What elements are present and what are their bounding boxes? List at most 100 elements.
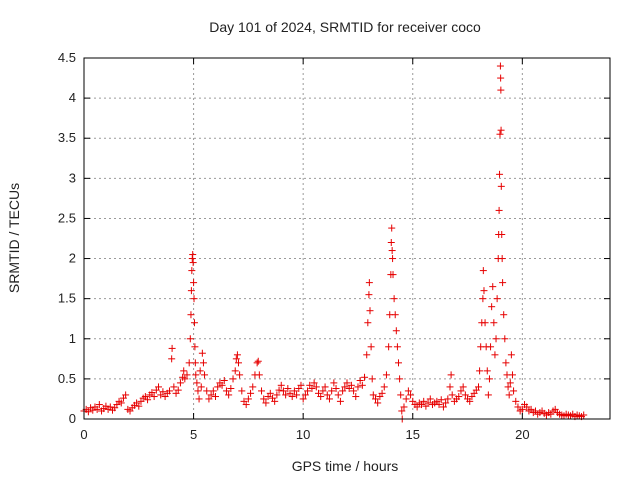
data-point: [277, 381, 285, 389]
data-point: [512, 397, 520, 405]
axis-ticks: 0 0.5 1 1.5 2 2.5 3 3.5 4 4.5 0 5 10 15 20: [58, 50, 610, 442]
data-point: [180, 367, 188, 375]
data-point: [135, 402, 143, 410]
data-point: [181, 375, 189, 383]
data-point: [254, 357, 262, 365]
data-point: [444, 395, 452, 403]
data-point: [190, 295, 198, 303]
data-point: [500, 311, 508, 319]
data-point: [435, 401, 443, 409]
data-point: [388, 247, 396, 255]
data-point: [498, 255, 506, 263]
data-point: [485, 375, 493, 383]
data-point: [358, 381, 366, 389]
data-point: [475, 383, 482, 391]
data-point: [93, 405, 101, 413]
data-point: [191, 343, 199, 351]
data-point: [222, 387, 230, 395]
data-point: [369, 391, 377, 399]
data-point: [218, 381, 226, 389]
data-point: [367, 343, 375, 351]
data-point: [301, 391, 309, 399]
data-point: [382, 371, 390, 379]
x-tick-label: 20: [515, 427, 529, 442]
data-point: [323, 391, 331, 399]
data-point: [480, 287, 488, 295]
data-point: [273, 391, 281, 399]
data-point: [193, 379, 201, 387]
data-point: [371, 395, 379, 403]
data-point: [297, 381, 305, 389]
data-point: [424, 399, 432, 407]
data-point: [499, 279, 507, 287]
data-point: [168, 355, 176, 363]
x-tick-label: 0: [80, 427, 87, 442]
data-point: [290, 387, 298, 395]
data-point: [489, 283, 497, 291]
data-point: [319, 387, 327, 395]
data-point: [339, 387, 347, 395]
data-point: [214, 383, 222, 391]
data-point: [84, 408, 92, 416]
data-point: [196, 367, 204, 375]
data-point: [487, 343, 495, 351]
data-point: [330, 379, 338, 387]
data-point: [407, 391, 415, 399]
data-point: [457, 387, 465, 395]
data-point: [197, 383, 205, 391]
data-point: [187, 311, 195, 319]
data-point: [479, 295, 487, 303]
data-point: [203, 387, 211, 395]
data-point: [378, 389, 386, 397]
chart-title: Day 101 of 2024, SRMTID for receiver coc…: [209, 19, 481, 35]
data-point: [220, 376, 228, 384]
data-point: [393, 343, 401, 351]
data-point: [514, 403, 522, 411]
data-point: [186, 335, 194, 343]
data-point: [352, 393, 360, 401]
data-point: [190, 279, 198, 287]
data-point: [299, 395, 307, 403]
data-point: [505, 391, 513, 399]
data-point: [343, 379, 351, 387]
data-point: [426, 395, 434, 403]
y-tick-label: 4: [69, 90, 76, 105]
data-point: [144, 396, 152, 404]
data-point: [368, 375, 376, 383]
data-point: [284, 385, 292, 393]
data-point: [310, 379, 318, 387]
data-point: [374, 399, 382, 407]
data-point: [389, 255, 397, 263]
data-point: [388, 224, 396, 232]
data-point: [507, 351, 515, 359]
data-point: [488, 303, 496, 311]
data-point: [253, 359, 261, 367]
x-tick-label: 5: [190, 427, 197, 442]
data-point: [350, 387, 358, 395]
data-point: [262, 399, 270, 407]
data-point: [387, 239, 395, 247]
data-point: [497, 74, 505, 82]
data-point: [455, 393, 463, 401]
data-point: [385, 343, 393, 351]
y-tick-label: 3.5: [58, 130, 76, 145]
data-point: [496, 130, 504, 138]
data-point: [271, 397, 279, 405]
x-tick-label: 15: [406, 427, 420, 442]
data-point: [336, 397, 344, 405]
data-point: [479, 267, 487, 275]
data-point: [497, 126, 505, 134]
data-point: [247, 389, 255, 397]
data-point: [225, 391, 233, 399]
data-point: [235, 359, 243, 367]
data-point: [191, 359, 199, 367]
data-point: [325, 395, 333, 403]
data-point: [497, 86, 505, 94]
data-point: [400, 403, 408, 411]
data-point: [317, 393, 325, 401]
data-point: [249, 383, 257, 391]
data-point: [439, 403, 447, 411]
data-point: [238, 387, 246, 395]
y-tick-label: 0: [69, 411, 76, 426]
data-point: [448, 391, 456, 399]
